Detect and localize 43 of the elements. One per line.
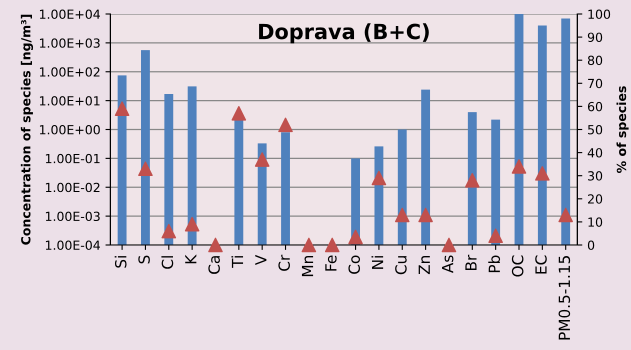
y-tick-label: 1.00E-01 [46,154,100,164]
y2-tick-label: 0 [588,240,594,250]
x-tick-label: Cr [278,254,290,271]
x-tick-label: As [442,255,454,274]
x-tick-label: Co [348,256,360,274]
y2-axis-title: % of species [616,86,629,173]
y2-tick-label: 40 [588,148,602,158]
y2-tick-label: 90 [588,32,602,42]
x-tick-label: OC [512,256,524,277]
y2-tick-label: 10 [588,217,602,227]
y-tick-label: 1.00E+03 [40,38,100,48]
x-tick-label: Fe [325,256,337,271]
y2-tick-label: 60 [588,102,602,112]
x-tick-label: Cu [395,256,407,274]
y2-tick-label: 100 [588,9,610,19]
y2-tick-label: 30 [588,171,602,181]
x-tick-label: Ni [372,256,384,269]
x-tick-label: Br [465,254,477,270]
y-tick-label: 1.00E-03 [46,212,100,222]
x-tick-label: Mn [302,256,314,276]
x-tick-label: Zn [418,256,430,274]
y2-tick-label: 70 [588,78,602,88]
x-tick-label: Si [114,256,127,268]
x-tick-label: EC [535,256,547,274]
x-tick-label: Ti [231,256,244,268]
y-tick-label: 1.00E+04 [40,9,100,19]
y-tick-label: 1.00E+02 [40,67,100,77]
x-tick-label: Cl [161,256,174,269]
x-tick-label: Pb [488,256,500,272]
chart-title: Doprava (B+C) [259,23,429,44]
y-tick-label: 1.00E-02 [46,182,100,192]
x-tick-label: S [138,256,150,264]
x-tick-label: PM0.5-1.15 [558,256,570,340]
x-tick-label: K [185,254,196,264]
y-tick-label: 1.00E+01 [40,96,100,106]
y2-tick-label: 20 [588,194,602,204]
y-tick-label: 1.00E-04 [46,240,100,250]
x-tick-label: V [255,254,266,266]
y-tick-label: 1.00E+00 [40,124,100,134]
y2-tick-label: 80 [588,56,602,66]
y2-tick-label: 50 [588,124,602,134]
x-tick-label: Ca [208,256,220,274]
y-axis-title: Concentration of species [ng/m³] [20,14,34,245]
